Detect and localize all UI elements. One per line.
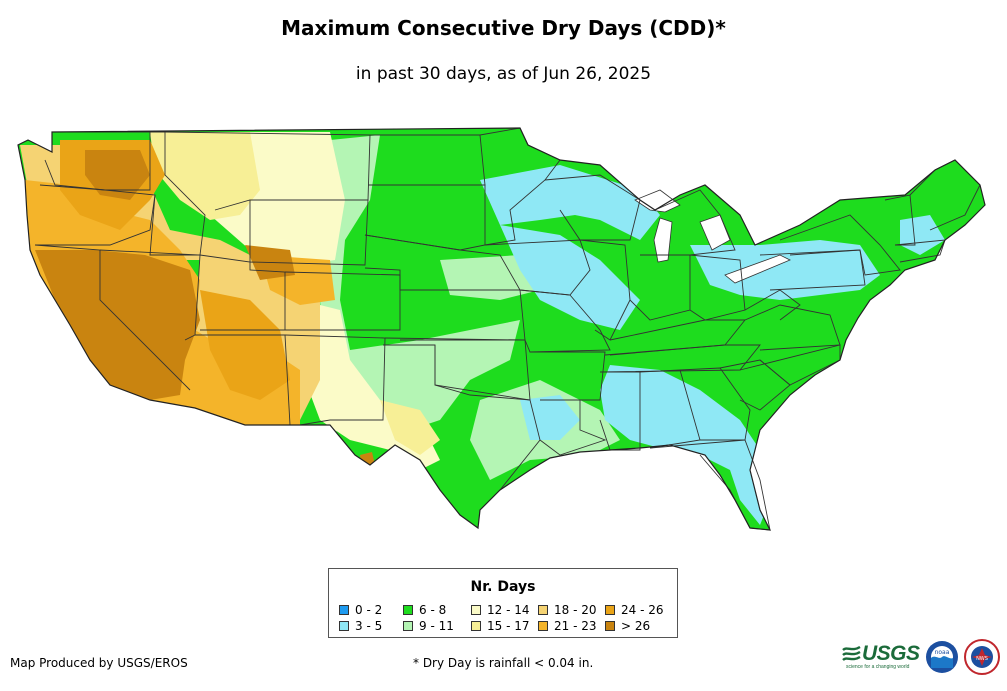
legend-title: Nr. Days bbox=[470, 579, 536, 595]
border-tennessee bbox=[599, 344, 761, 373]
border-oregon bbox=[35, 184, 156, 246]
noaa-logo: noaa bbox=[926, 641, 958, 673]
border-michigan bbox=[654, 189, 736, 256]
zone-3-5-upper-midwest bbox=[480, 165, 660, 240]
legend-swatch bbox=[471, 605, 481, 615]
zone-24-26-arizona bbox=[200, 290, 290, 400]
border-nevada bbox=[99, 249, 201, 341]
legend-item: 24 - 26 bbox=[605, 604, 664, 618]
legend-item: 9 - 11 bbox=[403, 620, 454, 634]
legend-item: 6 - 8 bbox=[403, 604, 446, 618]
border-wyoming bbox=[249, 199, 369, 266]
zone-15-17-west-texas bbox=[380, 400, 440, 455]
border-west-virginia bbox=[744, 289, 801, 321]
legend-swatch bbox=[339, 605, 349, 615]
border-alabama bbox=[639, 369, 701, 449]
legend-item: 0 - 2 bbox=[339, 604, 382, 618]
dry-day-footnote: * Dry Day is rainfall < 0.04 in. bbox=[413, 656, 594, 670]
noaa-logo-text: noaa bbox=[935, 649, 950, 656]
legend-item: 12 - 14 bbox=[471, 604, 530, 618]
border-vermont-nh bbox=[884, 194, 916, 246]
legend-item: 18 - 20 bbox=[538, 604, 597, 618]
zone-gt-26-oregon bbox=[85, 150, 150, 200]
legend-item: 3 - 5 bbox=[339, 620, 382, 634]
legend-label: 21 - 23 bbox=[554, 619, 597, 633]
legend-item: 15 - 17 bbox=[471, 620, 530, 634]
border-georgia bbox=[679, 367, 751, 441]
zone-15-17-idaho bbox=[150, 132, 260, 220]
border-california bbox=[34, 244, 191, 391]
zone-3-5-iowa bbox=[500, 225, 640, 330]
legend-label: 24 - 26 bbox=[621, 603, 664, 617]
border-virginia bbox=[744, 304, 841, 351]
zone-3-5-great-lakes bbox=[690, 240, 880, 300]
legend-label: 3 - 5 bbox=[355, 619, 383, 633]
legend-label: 0 - 2 bbox=[355, 603, 383, 617]
border-kansas bbox=[400, 289, 526, 341]
producer-credit: Map Produced by USGS/EROS bbox=[10, 656, 188, 670]
lake-superior bbox=[634, 189, 681, 213]
nws-logo: NWS bbox=[964, 639, 1000, 675]
legend-label: > 26 bbox=[621, 619, 651, 633]
border-missouri bbox=[519, 289, 611, 353]
legend-label: 6 - 8 bbox=[419, 603, 447, 617]
border-new-mexico bbox=[284, 334, 386, 426]
usgs-logo-text: USGS bbox=[862, 642, 920, 665]
zone-9-11-plains bbox=[320, 135, 520, 440]
legend-label: 12 - 14 bbox=[487, 603, 530, 617]
legend-label: 18 - 20 bbox=[554, 603, 597, 617]
legend-swatch bbox=[538, 605, 548, 615]
legend-label: 15 - 17 bbox=[487, 619, 530, 633]
legend-swatch bbox=[538, 621, 548, 631]
border-utah bbox=[199, 254, 286, 331]
usgs-logo: USGS science for a changing world bbox=[842, 641, 920, 670]
usgs-wave-icon bbox=[842, 645, 861, 661]
border-pennsylvania bbox=[759, 249, 866, 291]
nws-star-icon bbox=[972, 648, 992, 666]
border-massachusetts bbox=[894, 239, 946, 263]
lake-huron bbox=[699, 214, 731, 251]
lake-michigan bbox=[653, 217, 673, 263]
legend-item: 21 - 23 bbox=[538, 620, 597, 634]
map-title: Maximum Consecutive Dry Days (CDD)* bbox=[281, 16, 726, 40]
border-louisiana bbox=[539, 399, 607, 456]
noaa-wave-icon bbox=[931, 656, 953, 668]
legend-swatch bbox=[605, 605, 615, 615]
cdd-raster bbox=[18, 128, 985, 530]
state-borders bbox=[34, 127, 981, 531]
map-subtitle: in past 30 days, as of Jun 26, 2025 bbox=[355, 64, 652, 84]
cdd-map bbox=[17, 127, 986, 531]
legend-swatch bbox=[471, 621, 481, 631]
legend-box: Nr. Days 0 - 2 3 - 5 6 - 8 9 - 11 12 - 14 15 … bbox=[328, 568, 678, 638]
usgs-tagline: science for a changing world bbox=[846, 664, 910, 670]
zone-9-11-kansas bbox=[440, 255, 540, 300]
legend-item: > 26 bbox=[605, 620, 650, 634]
border-washington bbox=[44, 131, 151, 191]
legend-swatch bbox=[605, 621, 615, 631]
legend-swatch bbox=[403, 605, 413, 615]
legend-label: 9 - 11 bbox=[419, 619, 454, 633]
legend-swatch bbox=[339, 621, 349, 631]
zone-3-5-louisiana bbox=[520, 395, 580, 440]
border-new-york bbox=[779, 214, 901, 276]
border-wisconsin bbox=[544, 174, 641, 241]
border-colorado bbox=[284, 271, 401, 331]
border-texas bbox=[383, 344, 541, 491]
legend-swatch bbox=[403, 621, 413, 631]
border-mississippi bbox=[599, 371, 641, 451]
zone-gt-26-great-basin bbox=[35, 250, 200, 400]
nws-logo-text: NWS bbox=[976, 656, 988, 662]
